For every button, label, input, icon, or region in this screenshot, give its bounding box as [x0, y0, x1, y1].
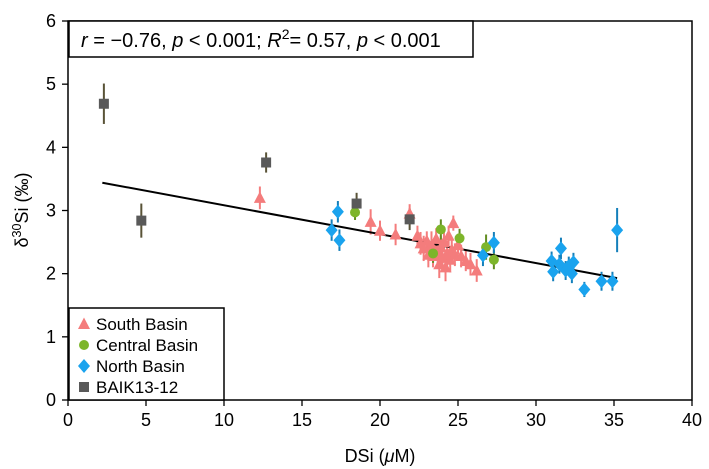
data-point — [447, 216, 460, 229]
data-point — [430, 232, 443, 244]
y-tick-label: 5 — [46, 74, 56, 94]
data-point — [389, 228, 402, 240]
data-markers — [98, 98, 624, 297]
x-tick-label: 25 — [448, 410, 468, 430]
data-point — [435, 224, 446, 235]
data-point — [404, 214, 415, 225]
label-segment: r — [81, 30, 89, 52]
data-point — [565, 266, 578, 281]
x-tick-label: 30 — [526, 410, 546, 430]
data-point — [333, 233, 346, 248]
error-bars — [102, 83, 619, 298]
label-segment: M) — [394, 446, 415, 466]
legend-label: BAIK13-12 — [96, 378, 178, 397]
label-segment: = 0.57, — [290, 30, 357, 52]
y-tick-label: 0 — [46, 390, 56, 410]
stats-box-frame — [68, 20, 474, 58]
data-point — [488, 254, 499, 265]
data-point — [253, 191, 266, 203]
data-point — [331, 204, 344, 219]
x-tick-label: 35 — [604, 410, 624, 430]
legend-label: North Basin — [96, 357, 185, 376]
legend-label: South Basin — [96, 315, 188, 334]
label-segment: < 0.001; — [183, 30, 267, 52]
x-tick-label: 15 — [292, 410, 312, 430]
data-point — [470, 264, 483, 276]
data-point — [554, 241, 567, 256]
x-tick-label: 0 — [63, 410, 73, 430]
legend-marker — [78, 359, 90, 373]
legend: South Basin Central Basin North Basin BAIK1… — [68, 307, 225, 401]
x-tick-label: 10 — [214, 410, 234, 430]
y-tick-label: 4 — [46, 137, 56, 157]
data-point — [567, 255, 580, 270]
label-segment: μ — [384, 446, 395, 466]
data-point — [452, 238, 464, 251]
data-point — [476, 248, 489, 263]
data-point — [439, 260, 452, 273]
data-point — [595, 274, 608, 289]
label-segment: Si (‰) — [12, 172, 32, 223]
data-point — [351, 198, 362, 209]
x-axis-label: DSi (μM) — [345, 446, 416, 466]
data-point — [374, 224, 386, 236]
data-point — [611, 223, 624, 238]
data-point — [325, 223, 338, 238]
regression-line — [102, 181, 618, 280]
data-point — [442, 229, 455, 241]
data-point — [606, 274, 619, 289]
y-tick-label: 3 — [46, 201, 56, 221]
stats-box: r = −0.76, p < 0.001; R2= 0.57, p < 0.00… — [68, 20, 474, 58]
data-point — [136, 215, 147, 226]
data-point — [578, 282, 591, 297]
x-tick-label: 5 — [141, 410, 151, 430]
legend-label: Central Basin — [96, 336, 198, 355]
y-tick-label: 2 — [46, 264, 56, 284]
data-point — [464, 257, 477, 270]
data-point — [350, 207, 361, 218]
y-axis-label: δ30Si (‰) — [10, 172, 32, 247]
legend-marker — [79, 382, 89, 392]
data-point — [364, 215, 377, 227]
data-point — [98, 98, 109, 109]
label-segment: = −0.76, — [88, 30, 173, 52]
legend-marker — [79, 340, 89, 350]
data-point — [454, 233, 465, 244]
data-point — [417, 241, 430, 254]
data-point — [437, 235, 450, 248]
data-point — [487, 235, 500, 250]
data-point — [433, 257, 446, 270]
x-tick-label: 40 — [682, 410, 702, 430]
x-tick-label: 20 — [370, 410, 390, 430]
data-point — [428, 248, 439, 259]
label-segment: R — [267, 30, 281, 52]
label-segment: DSi ( — [345, 446, 385, 466]
label-segment: < 0.001 — [368, 30, 441, 52]
data-point — [261, 157, 272, 168]
y-tick-label: 1 — [46, 327, 56, 347]
label-segment: p — [356, 30, 368, 52]
legend-marker — [78, 317, 90, 329]
label-segment: 30 — [10, 223, 24, 237]
label-segment: 2 — [282, 26, 290, 42]
stats-text: r = −0.76, p < 0.001; R2= 0.57, p < 0.00… — [81, 26, 441, 52]
legend-entries: South Basin Central Basin North Basin BAIK1… — [78, 315, 198, 397]
legend-frame — [68, 307, 225, 401]
label-segment: p — [171, 30, 183, 52]
data-point — [547, 264, 560, 279]
axis-ticks: 0 5 10 15 20 25 30 35 40 0 1 2 3 4 5 6 — [46, 11, 702, 430]
y-tick-label: 6 — [46, 11, 56, 31]
data-point — [425, 238, 438, 251]
label-segment: δ — [12, 237, 32, 247]
